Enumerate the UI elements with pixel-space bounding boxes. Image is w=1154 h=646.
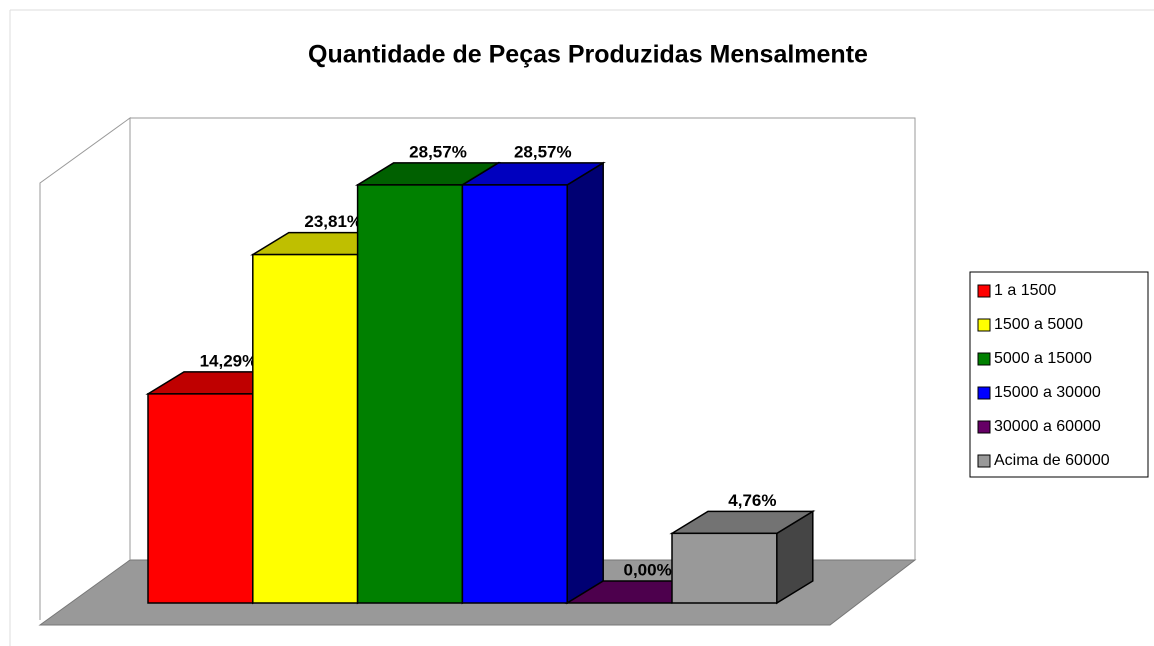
legend-swatch xyxy=(977,420,991,434)
data-label: 0,00% xyxy=(623,560,671,579)
legend xyxy=(969,271,1149,478)
legend-swatch xyxy=(977,454,991,468)
side-wall xyxy=(39,117,131,620)
legend-swatch xyxy=(977,386,991,400)
legend-swatch xyxy=(977,284,991,298)
legend-label: 15000 a 30000 xyxy=(994,384,1101,401)
legend-label: 5000 a 15000 xyxy=(994,350,1092,367)
data-label: 4,76% xyxy=(728,491,776,510)
bar xyxy=(356,184,464,604)
data-label: 28,57% xyxy=(409,142,467,161)
bar-side xyxy=(566,161,604,605)
legend-swatch xyxy=(977,318,991,332)
legend-label: 1 a 1500 xyxy=(994,282,1056,299)
bar xyxy=(461,184,568,604)
back-wall xyxy=(130,117,916,560)
bar xyxy=(252,253,359,604)
data-label: 14,29% xyxy=(200,351,258,370)
legend-label: Acima de 60000 xyxy=(994,452,1110,469)
data-label: 28,57% xyxy=(514,142,572,161)
legend-swatch xyxy=(977,352,991,366)
chart-title: Quantidade de Peças Produzidas Mensalmen… xyxy=(308,41,868,69)
bar xyxy=(671,532,778,604)
bar xyxy=(147,393,254,604)
data-label: 23,81% xyxy=(304,212,362,231)
legend-label: 30000 a 60000 xyxy=(994,418,1101,435)
legend-label: 1500 a 5000 xyxy=(994,316,1083,333)
